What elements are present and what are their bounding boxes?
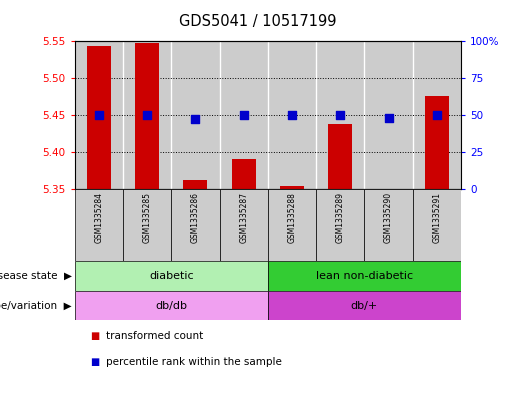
Text: ■: ■ — [90, 331, 99, 341]
Bar — [268, 261, 461, 291]
Text: db/db: db/db — [155, 301, 187, 310]
Text: GSM1335286: GSM1335286 — [191, 192, 200, 243]
Bar — [232, 159, 256, 189]
Bar — [219, 41, 268, 189]
Text: GSM1335285: GSM1335285 — [143, 192, 151, 243]
Bar — [123, 189, 171, 261]
Bar — [316, 41, 365, 189]
Point — [239, 112, 248, 118]
Bar — [316, 189, 365, 261]
Text: GSM1335288: GSM1335288 — [287, 192, 297, 243]
Bar — [413, 189, 461, 261]
Point — [336, 112, 345, 118]
Point — [288, 112, 296, 118]
Text: GSM1335290: GSM1335290 — [384, 192, 393, 243]
Bar — [280, 186, 304, 189]
Text: GSM1335289: GSM1335289 — [336, 192, 345, 243]
Text: ■: ■ — [90, 356, 99, 367]
Bar — [123, 41, 171, 189]
Text: GSM1335287: GSM1335287 — [239, 192, 248, 243]
Bar — [183, 180, 208, 189]
Text: db/+: db/+ — [351, 301, 378, 310]
Bar — [135, 43, 159, 189]
Point — [95, 112, 103, 118]
Bar — [75, 189, 123, 261]
Bar — [87, 46, 111, 189]
Bar — [171, 41, 219, 189]
Point — [384, 115, 392, 121]
Bar — [268, 291, 461, 320]
Bar — [171, 189, 219, 261]
Text: disease state  ▶: disease state ▶ — [0, 271, 72, 281]
Bar — [365, 41, 413, 189]
Bar — [75, 261, 268, 291]
Bar — [219, 189, 268, 261]
Text: transformed count: transformed count — [106, 331, 203, 341]
Text: genotype/variation  ▶: genotype/variation ▶ — [0, 301, 72, 310]
Bar — [328, 124, 352, 189]
Bar — [75, 41, 123, 189]
Bar — [268, 189, 316, 261]
Text: GSM1335284: GSM1335284 — [94, 192, 104, 243]
Text: lean non-diabetic: lean non-diabetic — [316, 271, 413, 281]
Point — [191, 116, 199, 123]
Bar — [365, 189, 413, 261]
Text: diabetic: diabetic — [149, 271, 194, 281]
Text: GDS5041 / 10517199: GDS5041 / 10517199 — [179, 14, 336, 29]
Text: percentile rank within the sample: percentile rank within the sample — [106, 356, 282, 367]
Bar — [75, 291, 268, 320]
Text: GSM1335291: GSM1335291 — [432, 192, 441, 243]
Bar — [425, 96, 449, 189]
Bar — [413, 41, 461, 189]
Point — [143, 112, 151, 118]
Point — [433, 112, 441, 118]
Bar — [268, 41, 316, 189]
